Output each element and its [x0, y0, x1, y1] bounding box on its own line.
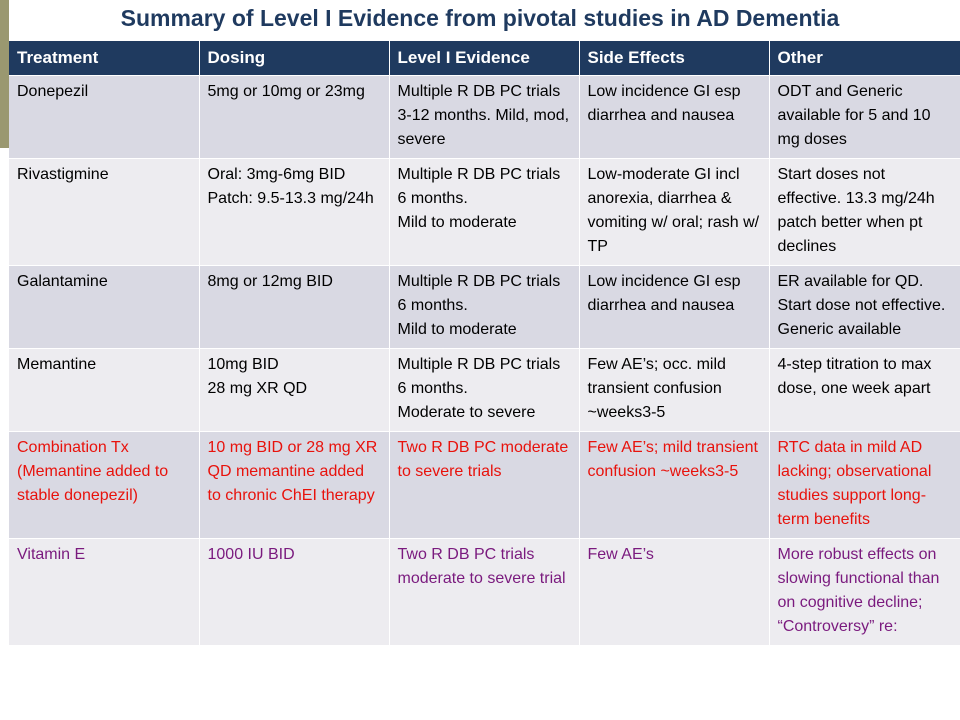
cell-evidence-line: Mild to moderate — [397, 321, 517, 338]
table-row-vitamin-e: Vitamin E 1000 IU BID Two R DB PC trials… — [9, 538, 960, 645]
header-level-i-evidence: Level I Evidence — [389, 41, 580, 76]
cell-dosing-line: Patch: 9.5-13.3 mg/24h — [207, 190, 374, 207]
cell-side-effects: Few AE’s; mild transient confusion ~week… — [579, 431, 770, 539]
header-side-effects: Side Effects — [579, 41, 770, 76]
cell-treatment: Memantine — [9, 348, 200, 432]
cell-other: More robust effects on slowing functiona… — [769, 538, 960, 645]
cell-side-effects: Few AE’s; occ. mild transient confusion … — [579, 348, 770, 432]
cell-side-effects: Low incidence GI esp diarrhea and nausea — [579, 75, 770, 159]
table-row: Memantine 10mg BID 28 mg XR QD Multiple … — [9, 348, 960, 432]
header-dosing: Dosing — [199, 41, 390, 76]
cell-dosing-line: Oral: 3mg-6mg BID — [207, 166, 346, 183]
cell-dosing: 8mg or 12mg BID — [199, 265, 390, 349]
table-header-row: Treatment Dosing Level I Evidence Side E… — [9, 41, 960, 76]
cell-evidence: Two R DB PC trials moderate to severe tr… — [389, 538, 580, 645]
cell-treatment: Vitamin E — [9, 538, 200, 645]
cell-dosing: 10mg BID 28 mg XR QD — [199, 348, 390, 432]
slide-title: Summary of Level I Evidence from pivotal… — [120, 5, 840, 31]
cell-evidence: Two R DB PC moderate to severe trials — [389, 431, 580, 539]
cell-side-effects: Few AE’s — [579, 538, 770, 645]
header-other: Other — [769, 41, 960, 76]
cell-evidence-line: Moderate to severe — [397, 404, 536, 421]
cell-evidence: Multiple R DB PC trials 6 months. Mild t… — [389, 158, 580, 266]
cell-dosing-line: 10mg BID — [207, 356, 279, 373]
cell-dosing-line: 28 mg XR QD — [207, 380, 308, 397]
table-row: Rivastigmine Oral: 3mg-6mg BID Patch: 9.… — [9, 158, 960, 266]
cell-treatment: Combination Tx (Memantine added to stabl… — [9, 431, 200, 539]
cell-other: Start doses not effective. 13.3 mg/24h p… — [769, 158, 960, 266]
table-row: Donepezil 5mg or 10mg or 23mg Multiple R… — [9, 75, 960, 159]
cell-dosing: Oral: 3mg-6mg BID Patch: 9.5-13.3 mg/24h — [199, 158, 390, 266]
cell-treatment: Donepezil — [9, 75, 200, 159]
accent-bar — [0, 0, 9, 148]
cell-evidence-line: Mild to moderate — [397, 214, 517, 231]
cell-dosing: 5mg or 10mg or 23mg — [199, 75, 390, 159]
cell-other: ODT and Generic available for 5 and 10 m… — [769, 75, 960, 159]
cell-evidence: Multiple R DB PC trials 6 months. Mild t… — [389, 265, 580, 349]
cell-dosing: 10 mg BID or 28 mg XR QD memantine added… — [199, 431, 390, 539]
cell-evidence-line: Multiple R DB PC trials 6 months. — [397, 273, 561, 314]
cell-side-effects: Low incidence GI esp diarrhea and nausea — [579, 265, 770, 349]
cell-treatment: Galantamine — [9, 265, 200, 349]
table-row: Galantamine 8mg or 12mg BID Multiple R D… — [9, 265, 960, 349]
cell-evidence-line: Multiple R DB PC trials 6 months. — [397, 166, 561, 207]
cell-other: RTC data in mild AD lacking; observation… — [769, 431, 960, 539]
cell-side-effects: Low-moderate GI incl anorexia, diarrhea … — [579, 158, 770, 266]
cell-evidence: Multiple R DB PC trials 6 months. Modera… — [389, 348, 580, 432]
cell-other: 4-step titration to max dose, one week a… — [769, 348, 960, 432]
evidence-table: Treatment Dosing Level I Evidence Side E… — [9, 41, 960, 645]
cell-evidence-line: Multiple R DB PC trials 6 months. — [397, 356, 561, 397]
header-treatment: Treatment — [9, 41, 200, 76]
cell-other: ER available for QD. Start dose not effe… — [769, 265, 960, 349]
cell-treatment: Rivastigmine — [9, 158, 200, 266]
evidence-table-container: Treatment Dosing Level I Evidence Side E… — [9, 41, 960, 720]
cell-evidence: Multiple R DB PC trials 3-12 months. Mil… — [389, 75, 580, 159]
table-row-combination: Combination Tx (Memantine added to stabl… — [9, 431, 960, 539]
cell-dosing: 1000 IU BID — [199, 538, 390, 645]
